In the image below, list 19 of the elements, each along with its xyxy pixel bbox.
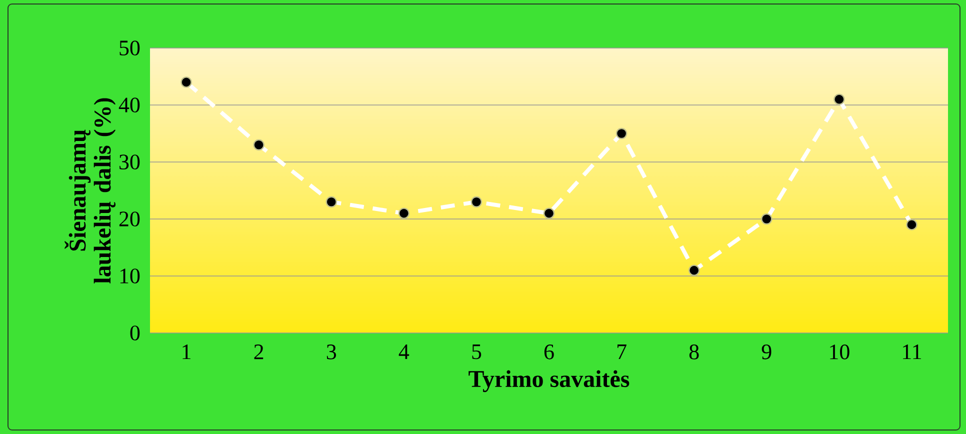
y-tick-label: 30 [120,154,140,170]
x-tick-label: 2 [254,344,264,360]
x-axis-title: Tyrimo savaitės [468,370,630,392]
x-tick-label: 10 [830,344,850,360]
x-tick-label: 11 [903,344,922,360]
x-tick-label: 3 [326,344,336,360]
x-tick-label: 1 [182,344,190,360]
x-tick-label: 4 [398,344,410,360]
y-axis-title: Šienaujamų laukelių dalis (%) [64,98,116,284]
y-tick-label: 50 [120,40,140,56]
x-tick-label: 6 [544,344,554,360]
x-tick-label: 9 [762,344,772,360]
y-tick-label: 40 [118,98,140,112]
y-tick-label: 20 [119,212,140,226]
y-tick-label: 10 [120,268,140,284]
x-tick-label: 5 [472,344,482,360]
x-tick-label: 7 [617,344,626,359]
y-tick-label: 0 [130,326,140,340]
x-tick-label: 8 [689,344,699,360]
